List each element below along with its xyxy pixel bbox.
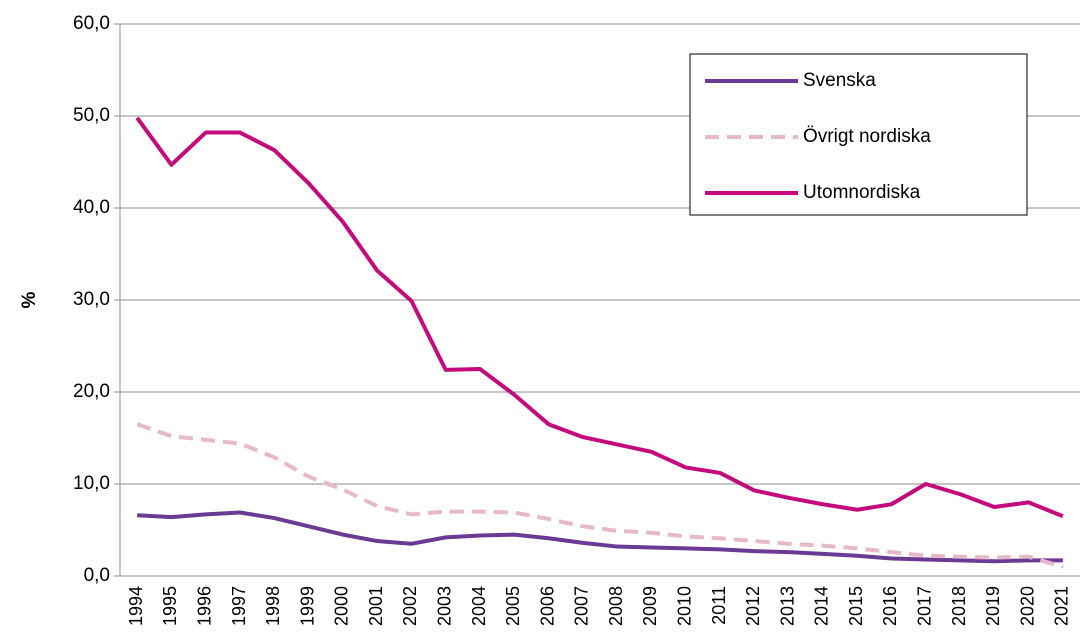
x-tick-label: 2002	[400, 586, 420, 626]
x-tick-label: 2009	[640, 586, 660, 626]
x-tick-label: 2007	[572, 586, 592, 626]
x-tick-label: 2011	[709, 586, 729, 625]
x-tick-label: 2003	[434, 586, 454, 626]
x-tick-label: 2005	[503, 586, 523, 626]
y-tick-label: 10,0	[73, 473, 110, 494]
y-tick-label: 60,0	[73, 13, 110, 34]
x-tick-label: 2006	[537, 586, 557, 626]
x-tick-label: 2016	[880, 586, 900, 626]
x-tick-label: 2021	[1052, 586, 1072, 626]
y-tick-label: 50,0	[73, 105, 110, 126]
x-tick-label: 2015	[846, 586, 866, 626]
legend-label: Övrigt nordiska	[803, 126, 931, 147]
x-tick-label: 1996	[194, 586, 214, 626]
x-tick-label: 1999	[297, 586, 317, 626]
y-tick-label: 20,0	[73, 381, 110, 402]
x-tick-label: 2008	[606, 586, 626, 626]
y-tick-label: 40,0	[73, 197, 110, 218]
legend-label: Svenska	[803, 70, 876, 91]
x-tick-label: 1994	[126, 586, 146, 626]
y-axis-label: %	[19, 291, 40, 308]
x-tick-label: 2020	[1017, 586, 1037, 626]
x-tick-label: 2013	[777, 586, 797, 626]
y-tick-label: 0,0	[84, 565, 110, 586]
x-tick-label: 2017	[914, 586, 934, 626]
x-tick-label: 1995	[160, 586, 180, 626]
x-tick-label: 2014	[812, 586, 832, 626]
x-tick-label: 2000	[332, 586, 352, 626]
x-tick-label: 2019	[983, 586, 1003, 626]
x-tick-label: 2010	[674, 586, 694, 626]
y-tick-label: 30,0	[73, 289, 110, 310]
x-tick-label: 2004	[469, 586, 489, 626]
legend-label: Utomnordiska	[803, 182, 921, 203]
x-tick-label: 2001	[366, 586, 386, 626]
x-tick-label: 1997	[229, 586, 249, 626]
series-line	[136, 422, 1064, 569]
x-tick-label: 2018	[949, 586, 969, 626]
x-tick-label: 1998	[263, 586, 283, 626]
x-tick-label: 2012	[743, 586, 763, 626]
series-line	[137, 510, 1063, 564]
series-line	[135, 116, 1064, 519]
